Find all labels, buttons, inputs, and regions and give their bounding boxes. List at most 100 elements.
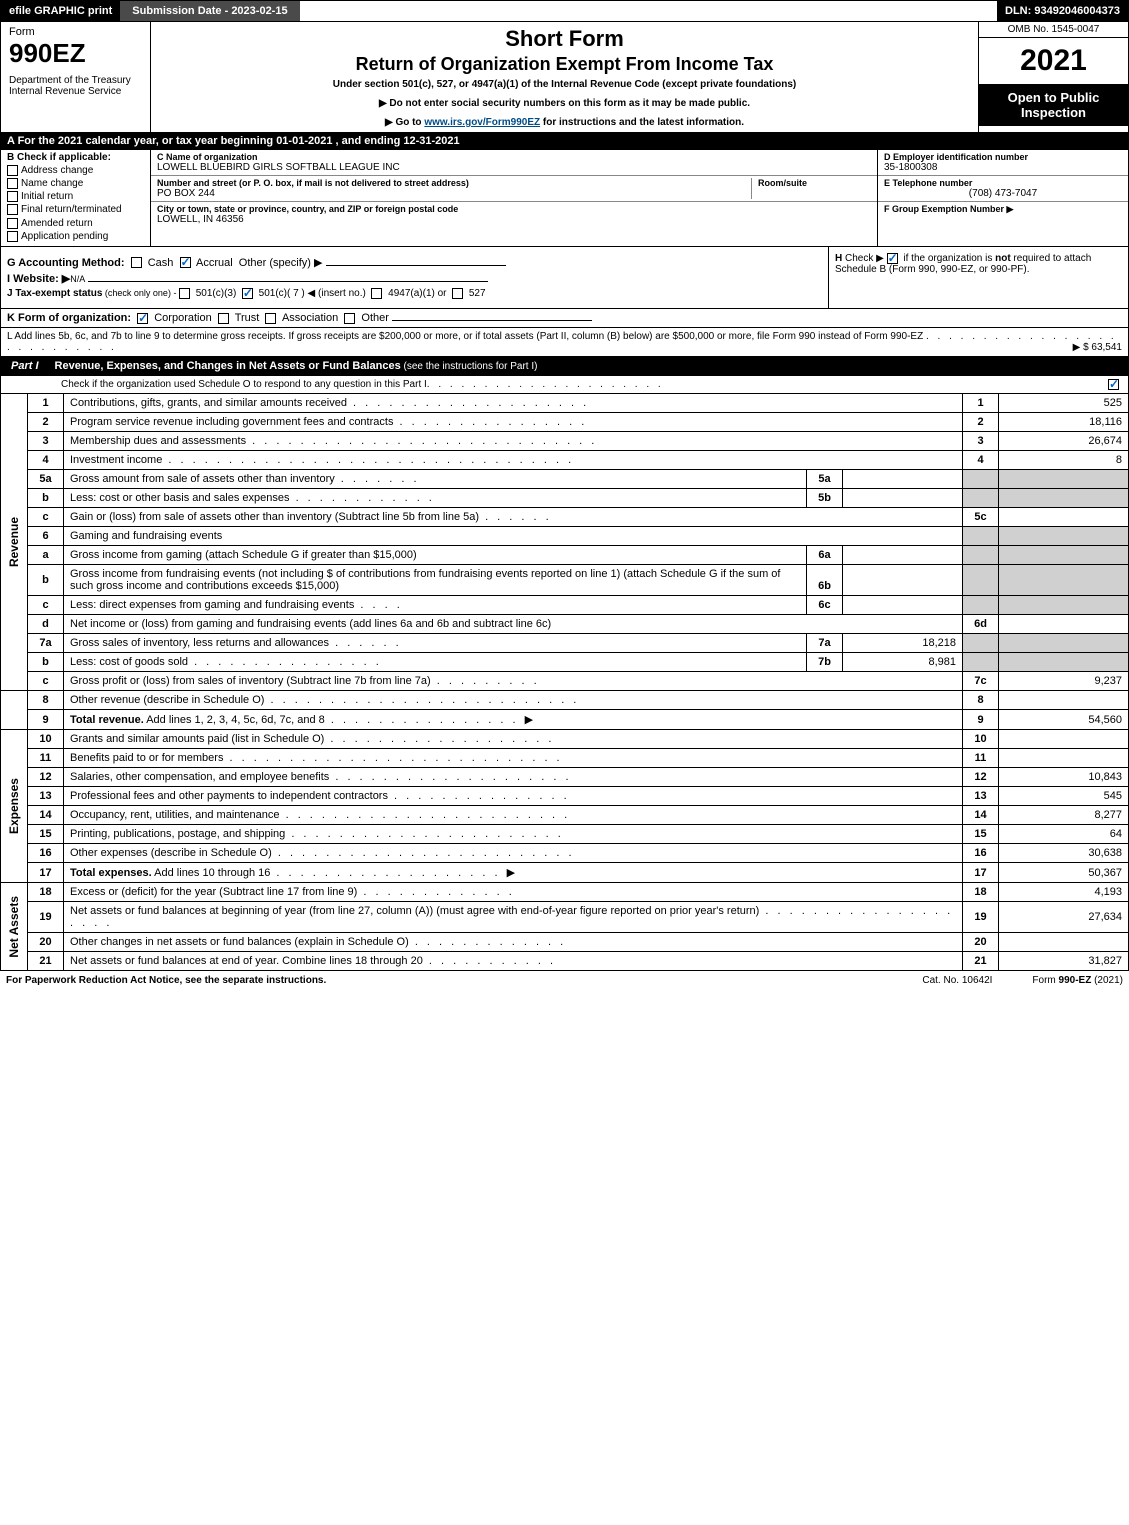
tax-year: 2021: [979, 38, 1128, 84]
top-bar: efile GRAPHIC print Submission Date - 20…: [0, 0, 1129, 22]
line5a-value: [843, 470, 963, 489]
table-row: 7a Gross sales of inventory, less return…: [1, 634, 1129, 653]
l-text: L Add lines 5b, 6c, and 7b to line 9 to …: [7, 331, 923, 342]
chk-initial-return[interactable]: Initial return: [7, 191, 144, 202]
line8-value: [999, 691, 1129, 710]
table-row: 21 Net assets or fund balances at end of…: [1, 952, 1129, 971]
line1-value: 525: [999, 394, 1129, 413]
street-label: Number and street (or P. O. box, if mail…: [157, 178, 751, 188]
line11-value: [999, 749, 1129, 768]
table-row: 5a Gross amount from sale of assets othe…: [1, 470, 1129, 489]
table-row: Expenses 10 Grants and similar amounts p…: [1, 730, 1129, 749]
chk-amended-return[interactable]: Amended return: [7, 218, 144, 229]
street-value: PO BOX 244: [157, 188, 751, 199]
chk-501c[interactable]: [242, 288, 253, 299]
line18-value: 4,193: [999, 883, 1129, 902]
header-mid: Short Form Return of Organization Exempt…: [151, 22, 978, 132]
line19-value: 27,634: [999, 902, 1129, 933]
part1-header: Part I Revenue, Expenses, and Changes in…: [0, 357, 1129, 376]
part1-tag: Part I: [1, 357, 49, 375]
column-c: C Name of organization LOWELL BLUEBIRD G…: [151, 150, 878, 246]
table-row: 19 Net assets or fund balances at beginn…: [1, 902, 1129, 933]
chk-application-pending[interactable]: Application pending: [7, 231, 144, 242]
table-row: 12 Salaries, other compensation, and emp…: [1, 768, 1129, 787]
goto-pre: ▶ Go to: [385, 117, 424, 128]
dln-label: DLN: 93492046004373: [997, 1, 1128, 21]
row-a-tax-year: A For the 2021 calendar year, or tax yea…: [0, 133, 1129, 150]
g-label: G Accounting Method:: [7, 257, 125, 269]
expenses-side-label: Expenses: [1, 730, 28, 883]
table-row: 2 Program service revenue including gove…: [1, 413, 1129, 432]
table-row: 14 Occupancy, rent, utilities, and maint…: [1, 806, 1129, 825]
section-k: K Form of organization: Corporation Trus…: [0, 309, 1129, 328]
under-section: Under section 501(c), 527, or 4947(a)(1)…: [159, 79, 970, 90]
irs-link[interactable]: www.irs.gov/Form990EZ: [424, 117, 540, 128]
chk-h-not-required[interactable]: [887, 253, 898, 264]
chk-trust[interactable]: [218, 313, 229, 324]
chk-corporation[interactable]: [137, 313, 148, 324]
group-exemption-label: F Group Exemption Number ▶: [884, 204, 1122, 215]
org-name-value: LOWELL BLUEBIRD GIRLS SOFTBALL LEAGUE IN…: [157, 162, 871, 173]
goto-note: ▶ Go to www.irs.gov/Form990EZ for instru…: [159, 117, 970, 128]
chk-other-org[interactable]: [344, 313, 355, 324]
chk-527[interactable]: [452, 288, 463, 299]
j-label: J Tax-exempt status: [7, 288, 102, 299]
line4-value: 8: [999, 451, 1129, 470]
ghij-left: G Accounting Method: Cash Accrual Other …: [1, 247, 828, 308]
table-row: 17 Total expenses. Add lines 10 through …: [1, 863, 1129, 883]
table-row: 9 Total revenue. Add lines 1, 2, 3, 4, 5…: [1, 710, 1129, 730]
page-footer: For Paperwork Reduction Act Notice, see …: [0, 971, 1129, 990]
line7b-value: 8,981: [843, 653, 963, 672]
column-b: B Check if applicable: Address change Na…: [1, 150, 151, 246]
department-label: Department of the Treasury Internal Reve…: [9, 75, 142, 97]
line6b-value: [843, 565, 963, 596]
room-label: Room/suite: [758, 178, 871, 188]
chk-cash[interactable]: [131, 257, 142, 268]
i-label: I Website: ▶: [7, 273, 70, 285]
section-bcdef: B Check if applicable: Address change Na…: [0, 150, 1129, 247]
chk-501c3[interactable]: [179, 288, 190, 299]
table-row: 4 Investment income . . . . . . . . . . …: [1, 451, 1129, 470]
revenue-side-label: Revenue: [1, 394, 28, 691]
chk-final-return[interactable]: Final return/terminated: [7, 204, 144, 215]
part1-lines-table: Revenue 1 Contributions, gifts, grants, …: [0, 394, 1129, 971]
table-row: 6 Gaming and fundraising events: [1, 527, 1129, 546]
line17-value: 50,367: [999, 863, 1129, 883]
table-row: b Less: cost or other basis and sales ex…: [1, 489, 1129, 508]
open-public-inspection: Open to Public Inspection: [979, 84, 1128, 126]
table-row: 13 Professional fees and other payments …: [1, 787, 1129, 806]
phone-label: E Telephone number: [884, 178, 1122, 188]
line7c-value: 9,237: [999, 672, 1129, 691]
l-amount: ▶ $ 63,541: [1073, 342, 1122, 353]
table-row: 15 Printing, publications, postage, and …: [1, 825, 1129, 844]
table-row: 11 Benefits paid to or for members . . .…: [1, 749, 1129, 768]
form-word: Form: [9, 26, 142, 38]
submission-date: Submission Date - 2023-02-15: [120, 1, 299, 21]
efile-print-label[interactable]: efile GRAPHIC print: [1, 1, 120, 21]
chk-4947[interactable]: [371, 288, 382, 299]
chk-association[interactable]: [265, 313, 276, 324]
city-label: City or town, state or province, country…: [157, 204, 871, 214]
check-o-text: Check if the organization used Schedule …: [61, 379, 427, 390]
line6d-value: [999, 615, 1129, 634]
line6a-value: [843, 546, 963, 565]
chk-name-change[interactable]: Name change: [7, 178, 144, 189]
section-ghij: G Accounting Method: Cash Accrual Other …: [0, 247, 1129, 309]
table-row: a Gross income from gaming (attach Sched…: [1, 546, 1129, 565]
line5b-value: [843, 489, 963, 508]
ein-value: 35-1800308: [884, 162, 1122, 173]
line14-value: 8,277: [999, 806, 1129, 825]
website-value: N/A: [70, 274, 85, 284]
chk-schedule-o[interactable]: [1108, 379, 1119, 390]
line13-value: 545: [999, 787, 1129, 806]
line15-value: 64: [999, 825, 1129, 844]
table-row: 8 Other revenue (describe in Schedule O)…: [1, 691, 1129, 710]
chk-address-change[interactable]: Address change: [7, 165, 144, 176]
paperwork-notice: For Paperwork Reduction Act Notice, see …: [6, 975, 326, 986]
line3-value: 26,674: [999, 432, 1129, 451]
table-row: 16 Other expenses (describe in Schedule …: [1, 844, 1129, 863]
section-l: L Add lines 5b, 6c, and 7b to line 9 to …: [0, 328, 1129, 357]
chk-accrual[interactable]: [180, 257, 191, 268]
line2-value: 18,116: [999, 413, 1129, 432]
phone-value: (708) 473-7047: [884, 188, 1122, 199]
